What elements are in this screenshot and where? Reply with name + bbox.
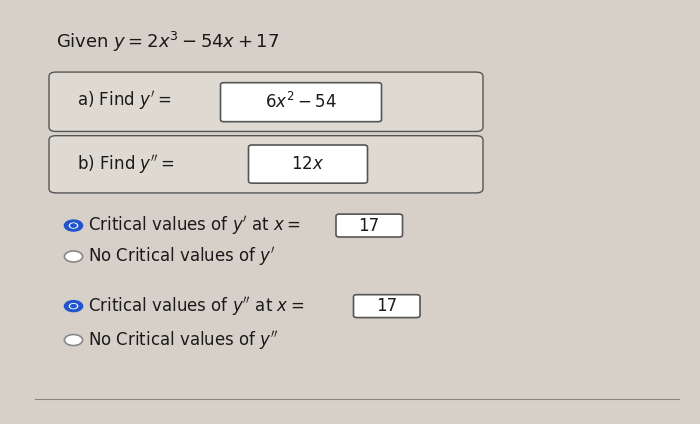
Text: b) Find $y^{\prime\prime}=$: b) Find $y^{\prime\prime}=$ (77, 153, 175, 176)
Circle shape (64, 301, 83, 312)
Text: $12x$: $12x$ (291, 155, 325, 173)
Text: $6x^2 - 54$: $6x^2 - 54$ (265, 92, 337, 112)
Text: Critical values of $y^{\prime\prime}$ at $x =$: Critical values of $y^{\prime\prime}$ at… (88, 295, 309, 318)
Circle shape (71, 224, 76, 227)
FancyBboxPatch shape (354, 295, 420, 318)
Circle shape (64, 220, 83, 231)
Text: No Critical values of $y^\prime$: No Critical values of $y^\prime$ (88, 245, 275, 268)
FancyBboxPatch shape (49, 136, 483, 193)
Text: 17: 17 (376, 297, 397, 315)
Text: Critical values of $y^\prime$ at $x =$: Critical values of $y^\prime$ at $x =$ (88, 214, 305, 237)
Text: 17: 17 (358, 217, 379, 234)
Circle shape (66, 335, 81, 345)
Text: Given $y = 2x^3 - 54x + 17$: Given $y = 2x^3 - 54x + 17$ (56, 31, 279, 54)
Circle shape (66, 252, 81, 261)
FancyBboxPatch shape (336, 214, 402, 237)
Circle shape (69, 223, 78, 228)
FancyBboxPatch shape (248, 145, 368, 183)
Text: a) Find $y^\prime=$: a) Find $y^\prime=$ (77, 89, 172, 112)
Text: No Critical values of $y^{\prime\prime}$: No Critical values of $y^{\prime\prime}$ (88, 329, 279, 351)
FancyBboxPatch shape (220, 83, 382, 122)
FancyBboxPatch shape (49, 72, 483, 131)
Circle shape (69, 304, 78, 309)
Circle shape (71, 304, 76, 308)
